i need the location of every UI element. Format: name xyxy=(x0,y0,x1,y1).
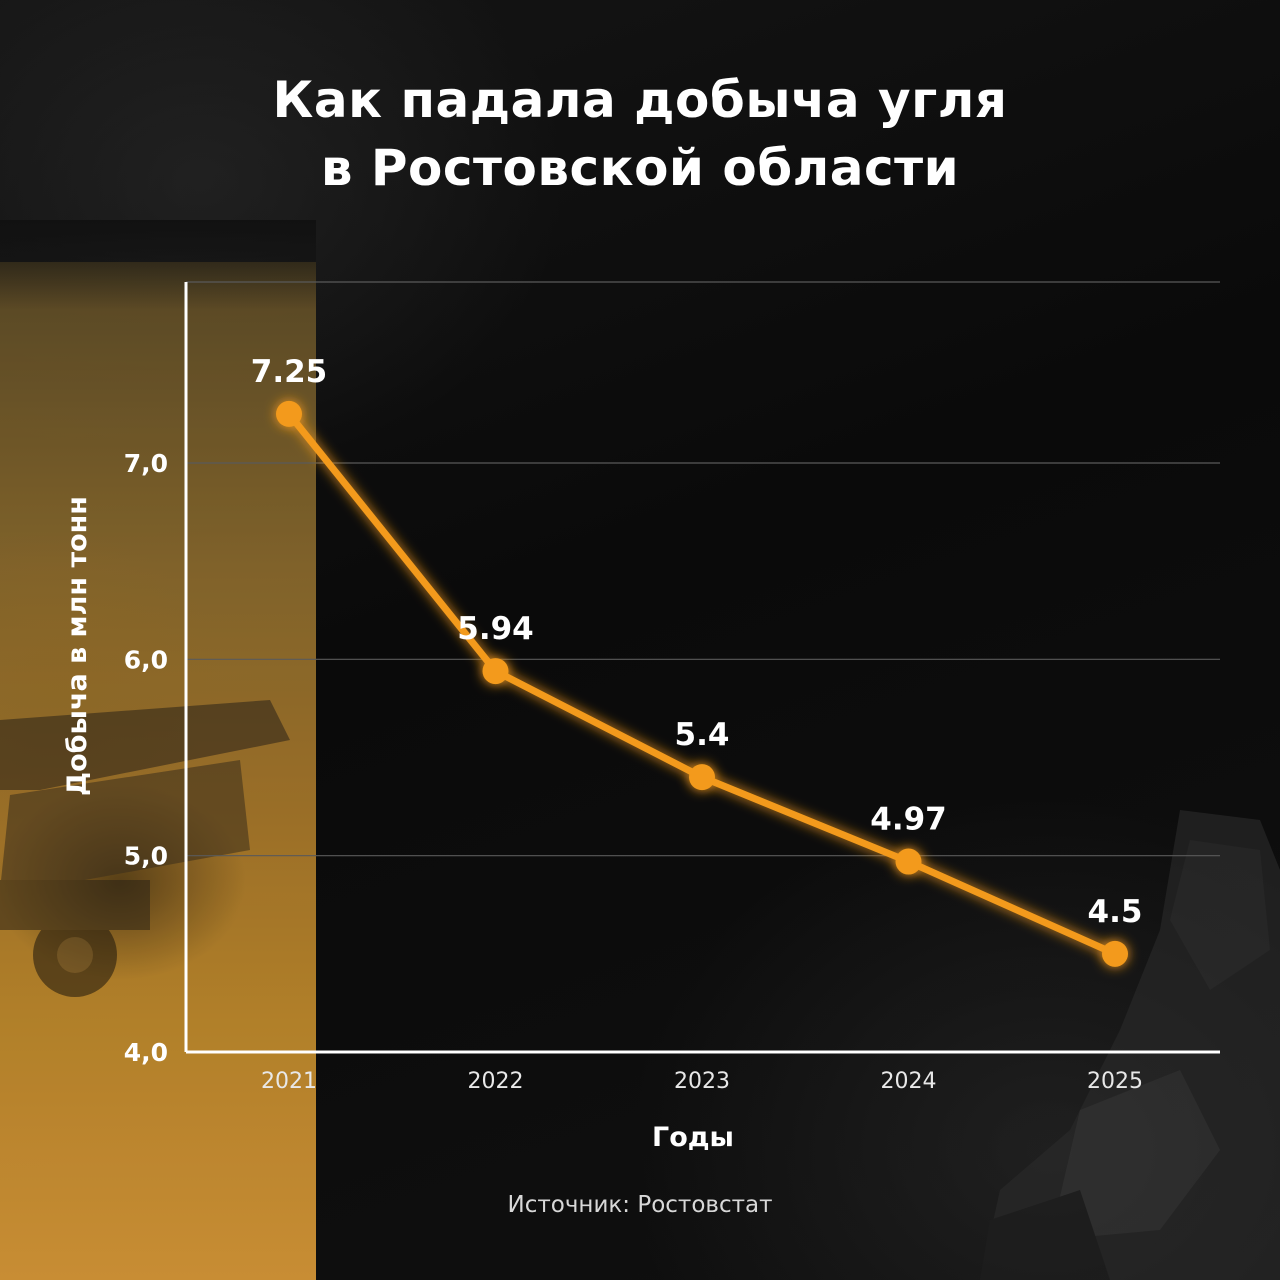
data-labels: 7.25 5.94 5.4 4.97 4.5 xyxy=(251,354,1143,930)
x-tick-label: 2023 xyxy=(674,1069,730,1094)
title-line-1: Как падала добыча угля xyxy=(272,71,1008,129)
source-note: Источник: Ростовстат xyxy=(507,1192,773,1218)
gridlines xyxy=(186,281,1220,857)
x-tick-label: 2022 xyxy=(468,1069,524,1094)
data-label: 4.5 xyxy=(1088,894,1143,930)
axes xyxy=(184,282,1220,1054)
photo-fade xyxy=(0,220,316,310)
coal-pile-image xyxy=(980,810,1280,1280)
y-axis-title: Добыча в млн тонн xyxy=(62,496,93,796)
series-polyline xyxy=(285,410,1119,958)
data-point xyxy=(1102,940,1128,967)
data-point xyxy=(689,764,715,791)
y-tick-label: 4,0 xyxy=(124,1038,168,1067)
x-axis-title: Годы xyxy=(652,1122,734,1153)
data-point xyxy=(895,848,922,875)
data-points xyxy=(276,400,1128,967)
data-label: 5.94 xyxy=(457,611,534,647)
x-tick-label: 2024 xyxy=(881,1069,937,1094)
title-line-2: в Ростовской области xyxy=(320,139,960,197)
y-tick-label: 6,0 xyxy=(124,645,168,674)
x-tick-label: 2025 xyxy=(1087,1069,1143,1094)
series-line xyxy=(285,410,1119,958)
data-point xyxy=(276,400,302,427)
y-tick-label: 5,0 xyxy=(124,842,168,871)
y-tick-label: 7,0 xyxy=(124,449,168,478)
data-label: 4.97 xyxy=(870,802,947,838)
data-point xyxy=(482,658,509,685)
x-tick-labels: 2021 2022 2023 2024 2025 xyxy=(261,1069,1143,1094)
x-tick-label: 2021 xyxy=(261,1069,317,1094)
data-label: 5.4 xyxy=(675,717,730,753)
chart-title: Как падала добыча угля в Ростовской обла… xyxy=(0,66,1280,202)
y-tick-labels: 4,0 5,0 6,0 7,0 xyxy=(124,449,168,1067)
data-label: 7.25 xyxy=(251,354,328,390)
